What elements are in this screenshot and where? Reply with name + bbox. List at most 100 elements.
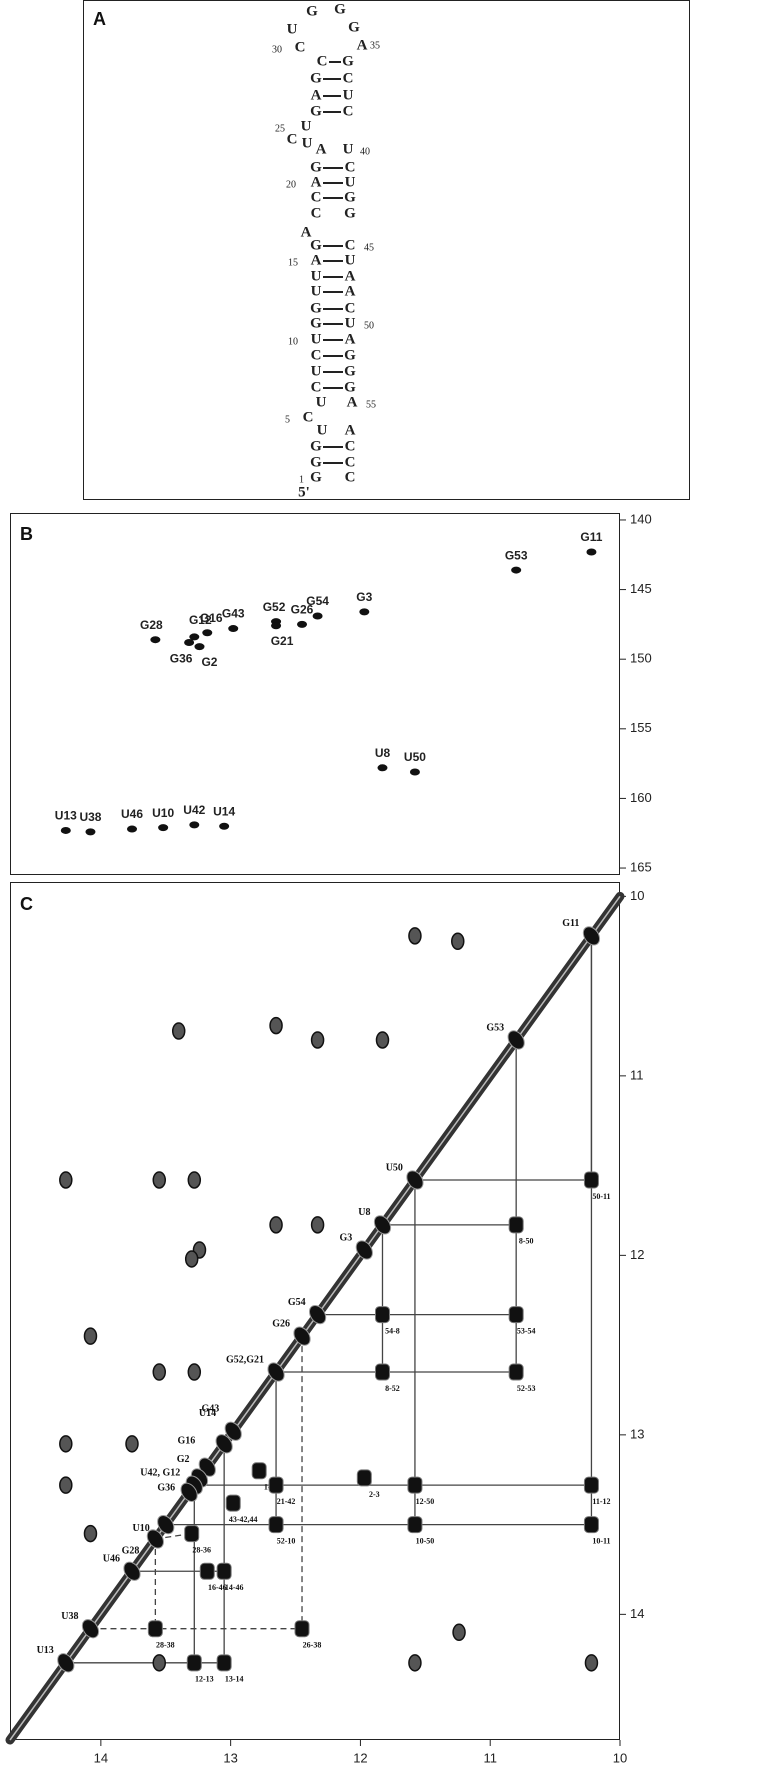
y-tick-label: 14	[630, 1606, 644, 1621]
residue: G	[310, 300, 322, 316]
residue-number: 30	[272, 44, 282, 55]
x-tick-label: 13	[223, 1750, 237, 1765]
diagonal-peak	[582, 926, 601, 946]
cross-peak-label: 43-42,44	[229, 1515, 258, 1524]
cross-peak	[216, 1562, 232, 1580]
peak-label: G28	[140, 618, 163, 632]
residue: A	[345, 283, 356, 299]
residue: C	[345, 300, 356, 316]
residue: A	[345, 422, 356, 438]
residue: G	[344, 363, 356, 379]
peak-label: U13	[55, 809, 77, 823]
peak	[127, 825, 137, 833]
residue: C	[311, 205, 322, 221]
diagonal-peak-label: G11	[562, 918, 579, 929]
diagonal-peak	[224, 1421, 242, 1441]
residue: U	[301, 118, 312, 134]
y-tick-label: 11	[630, 1067, 644, 1082]
peak	[359, 608, 370, 616]
cross-peak-label: 21-42	[277, 1497, 296, 1506]
diagonal-peak-label: G28	[122, 1545, 140, 1556]
cross-peak-label: 52-53	[517, 1384, 536, 1393]
residue: G	[344, 189, 356, 205]
peak	[187, 1171, 202, 1189]
residue: U	[287, 21, 298, 37]
residue: C	[317, 53, 328, 69]
x-tick-label: 12	[353, 1750, 367, 1765]
residue-number: 1	[299, 474, 304, 485]
peak	[310, 1216, 325, 1234]
peak	[408, 1654, 422, 1672]
residue: A	[316, 141, 327, 157]
peak-label: G36	[170, 652, 193, 666]
diagonal-peak-label: G3	[340, 1232, 353, 1243]
residue: G	[310, 315, 322, 331]
peak	[269, 1216, 283, 1234]
residue: G	[344, 205, 356, 221]
residue: C	[343, 70, 354, 86]
peak-label: G26	[291, 603, 314, 617]
residue: C	[295, 39, 306, 55]
diagonal-peak	[123, 1561, 141, 1581]
diagonal-peak-label: G53	[486, 1022, 504, 1033]
cross-peak-label: 26-38	[303, 1641, 322, 1650]
residue: G	[334, 1, 346, 17]
peak	[451, 932, 465, 950]
residue: C	[303, 409, 314, 425]
y-tick-label: 140	[630, 511, 652, 526]
diagonal-peak-label: G16	[177, 1435, 195, 1446]
peak	[584, 1654, 599, 1672]
diagonal-peak-label: G26	[272, 1318, 290, 1329]
x-tick-label: 10	[613, 1750, 627, 1765]
peak-label: G2	[201, 655, 217, 669]
cross-peak-label: 10-11	[592, 1536, 610, 1545]
cross-peak-label: 50-11	[592, 1192, 610, 1201]
peak-label: G54	[306, 594, 329, 608]
peak	[511, 566, 522, 574]
diagonal-peak	[373, 1215, 392, 1235]
diagonal-peak-label: G2	[177, 1454, 190, 1465]
peak-label: G43	[222, 607, 245, 621]
cross-peak-label: 8-52	[385, 1384, 400, 1393]
residue: G	[306, 3, 318, 19]
cross-peak	[294, 1620, 310, 1638]
cross-peak	[407, 1516, 423, 1534]
peak-label: G16	[200, 611, 223, 625]
residue: C	[345, 159, 356, 175]
diagonal-peak-label: G43	[201, 1404, 219, 1415]
peak	[60, 826, 71, 834]
cross-peak-label: 11-12	[592, 1497, 610, 1506]
x-tick-label: 14	[94, 1750, 108, 1765]
residue: A	[311, 174, 322, 190]
peak	[194, 643, 205, 651]
residue: U	[317, 422, 328, 438]
cross-peak	[374, 1363, 390, 1381]
five-prime-label: 5'	[298, 484, 310, 500]
cross-peak	[508, 1363, 524, 1381]
peak-label: G52	[263, 600, 286, 614]
residue-number: 25	[275, 123, 285, 134]
peak-label: G3	[356, 590, 372, 604]
panel-b-frame	[10, 513, 620, 875]
y-tick-label: 10	[630, 888, 644, 903]
residue: G	[310, 469, 322, 485]
residue-number: 10	[288, 336, 298, 347]
cross-peak-label: 52-10	[277, 1536, 296, 1545]
cross-peak-label: 12-13	[195, 1675, 214, 1684]
diagonal-peak	[507, 1030, 525, 1050]
residue: U	[345, 315, 356, 331]
peak	[152, 1363, 167, 1381]
residue-number: 50	[364, 320, 374, 331]
y-tick-label: 155	[630, 720, 652, 735]
diagonal-peak-label: U10	[133, 1523, 150, 1534]
panel-c-frame	[10, 882, 620, 1740]
cross-peak	[374, 1306, 390, 1324]
residue: U	[343, 87, 354, 103]
cross-peak-label: 12-50	[416, 1497, 435, 1506]
peak	[297, 620, 308, 628]
cross-peak	[583, 1516, 599, 1534]
panel-a-frame	[83, 0, 690, 500]
cross-peak	[508, 1306, 524, 1324]
peak	[150, 636, 161, 644]
cross-peak	[583, 1171, 599, 1189]
